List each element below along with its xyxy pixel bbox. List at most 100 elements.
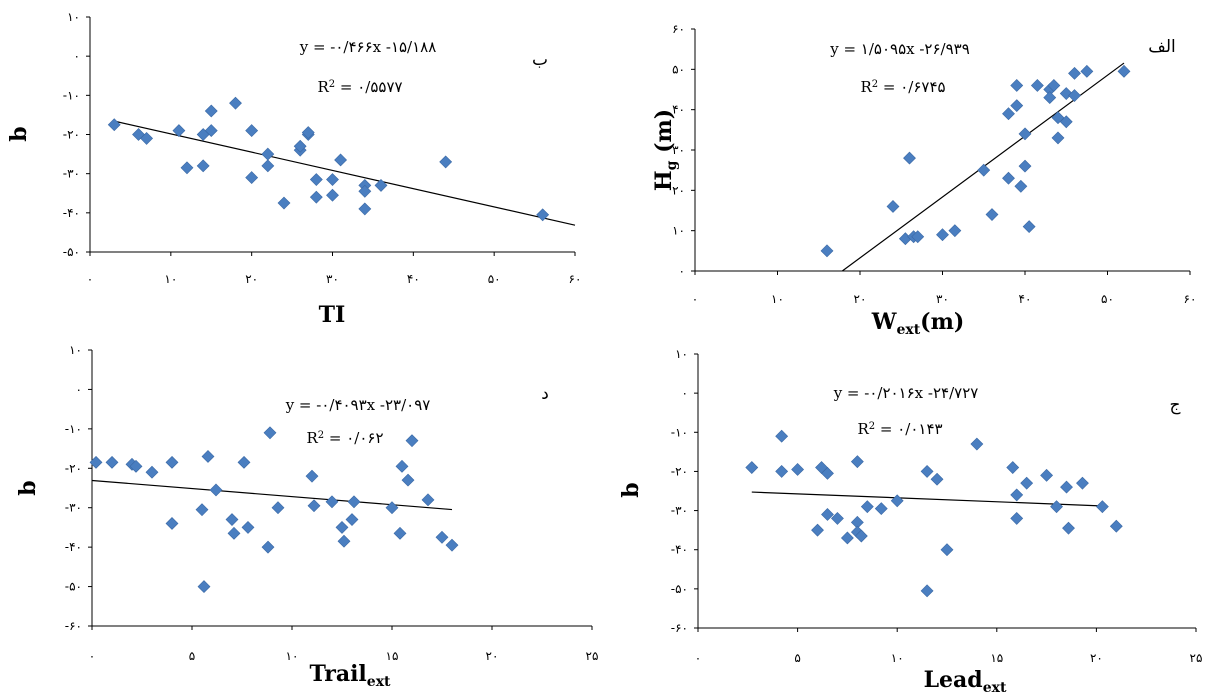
x-tick-label: ۱۰ — [286, 649, 299, 663]
data-point — [196, 159, 210, 173]
data-point — [145, 465, 159, 479]
y-tick-label: ۰ — [682, 386, 688, 400]
data-point — [1068, 66, 1081, 80]
panel-label: ب — [532, 50, 548, 70]
x-tick-label: ۴۰ — [1019, 292, 1032, 306]
data-point — [326, 173, 339, 186]
data-point — [1109, 519, 1123, 533]
data-point — [325, 495, 339, 509]
data-point — [225, 513, 239, 526]
y-axis-title: b — [15, 480, 41, 495]
data-point — [197, 580, 211, 593]
data-point — [1018, 159, 1032, 173]
data-point — [1010, 511, 1024, 525]
data-point — [1018, 127, 1032, 141]
x-tick-label: ۰ — [695, 651, 701, 665]
y-tick-label: -۶۰ — [65, 619, 82, 633]
data-point — [1010, 99, 1024, 113]
r-squared-label: R2 = ۰/۵۵۷۷ — [317, 78, 402, 96]
data-point — [89, 455, 103, 469]
data-point — [854, 529, 868, 543]
data-point — [874, 502, 888, 516]
panel-label: ج — [1170, 395, 1181, 415]
data-point — [105, 455, 119, 469]
x-tick-label: ۱۵ — [990, 651, 1003, 665]
y-tick-label: -۳۰ — [63, 167, 80, 181]
data-point — [305, 469, 319, 483]
data-point — [435, 530, 449, 544]
x-tick-label: ۰ — [692, 292, 698, 306]
data-point — [903, 151, 916, 165]
data-point — [920, 584, 934, 598]
x-axis-title: Wext(m) — [871, 309, 965, 338]
data-point — [374, 178, 388, 192]
y-tick-label: ۱۰ — [67, 10, 80, 24]
x-tick-label: ۲۰ — [854, 292, 867, 306]
data-point — [201, 450, 215, 463]
data-point — [1076, 476, 1089, 490]
data-point — [293, 139, 307, 153]
panel-label: الف — [1148, 37, 1176, 57]
data-point — [245, 124, 259, 138]
data-point — [180, 161, 194, 175]
data-point — [245, 171, 259, 185]
data-point — [1002, 171, 1015, 185]
x-tick-label: ۳۰ — [326, 272, 339, 286]
data-point — [261, 147, 275, 161]
panel-label: د — [541, 384, 549, 404]
data-point — [345, 513, 359, 526]
x-tick-label: ۶۰ — [1184, 292, 1197, 306]
data-point — [263, 426, 277, 440]
data-point — [1050, 500, 1063, 514]
data-point — [936, 228, 949, 242]
x-axis-title: TI — [319, 302, 346, 328]
data-point — [385, 501, 399, 515]
chart-panel-dal: ۱۰ ۰ -۱۰ -۲۰ -۳۰ -۴۰ -۵۰ -۶۰ ۰ ۵ ۱۰ ۱۵ ۲۰ ۲۵ y = -۰/۴۰… — [15, 343, 598, 690]
x-tick-label: ۰ — [87, 272, 93, 286]
x-tick-label: ۱۰ — [891, 651, 904, 665]
trendline — [114, 120, 576, 226]
data-point — [977, 163, 991, 177]
data-point — [1010, 488, 1024, 502]
chart-panel-b: ۱۰ ۰ -۱۰ -۲۰ -۳۰ -۴۰ -۵۰ ۰ ۱۰ ۲۰ ۳۰ ۴۰ ۵۰ ۶۰ y = -۰/۴۶… — [6, 10, 581, 328]
x-tick-label: ۲۵ — [1190, 651, 1203, 665]
x-tick-label: ۲۰ — [1090, 651, 1103, 665]
data-point — [1014, 179, 1028, 193]
y-tick-label: -۶۰ — [671, 621, 688, 635]
y-tick-label: -۲۰ — [63, 128, 80, 142]
data-point — [840, 531, 854, 545]
data-point — [358, 184, 372, 198]
data-point — [358, 202, 372, 216]
y-tick-label: -۵۰ — [63, 245, 80, 259]
y-tick-label: -۳۰ — [65, 501, 82, 515]
x-tick-label: ۵ — [189, 649, 195, 663]
y-tick-label: -۱۰ — [65, 422, 82, 436]
y-tick-label: ۶۰ — [672, 22, 685, 36]
data-point — [1020, 476, 1034, 490]
y-tick-label: ۱۰ — [672, 224, 685, 238]
data-point — [227, 526, 241, 540]
y-tick-label: -۴۰ — [63, 206, 80, 220]
data-point — [1040, 468, 1054, 482]
data-point — [1068, 89, 1081, 102]
r-squared-label: R2 = ۰/۶۷۴۵ — [860, 78, 945, 96]
x-axis-title: Trailext — [309, 661, 391, 690]
data-point — [337, 534, 351, 548]
regression-equation: y = -۰/۲۰۱۶x -۲۴/۷۲۷ — [833, 384, 979, 402]
x-tick-label: ۱۰ — [771, 292, 784, 306]
trendline — [751, 491, 1107, 507]
data-point — [405, 434, 419, 448]
x-tick-label: ۱۵ — [386, 649, 399, 663]
data-point — [791, 463, 805, 476]
data-point — [1043, 91, 1057, 104]
y-tick-label: ۰ — [679, 264, 685, 278]
data-point — [204, 104, 218, 118]
data-point — [307, 499, 321, 513]
data-point — [811, 523, 824, 537]
data-point — [140, 131, 154, 145]
data-point — [334, 153, 348, 167]
x-tick-label: ۴۰ — [407, 272, 420, 286]
data-point — [1002, 107, 1015, 121]
y-tick-label: ۲۰ — [672, 183, 685, 197]
